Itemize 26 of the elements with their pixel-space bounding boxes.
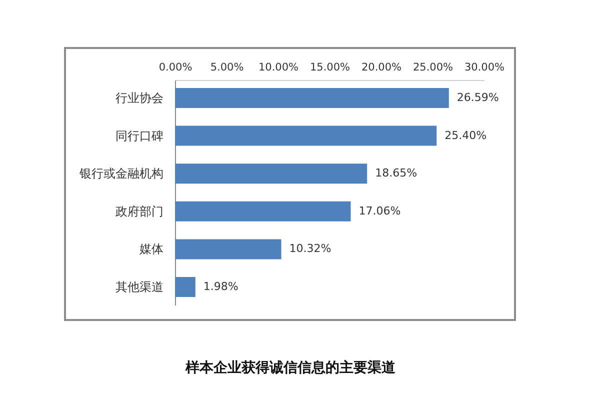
bar (175, 277, 196, 298)
y-tick-label: 银行或金融机构 (78, 166, 164, 181)
bar (175, 201, 351, 222)
text: 样本企业获得诚信信息的主要渠道 (184, 359, 396, 376)
data-label: 26.59% (456, 90, 499, 104)
x-tick-label: 30.00% (464, 62, 505, 74)
x-tick-label: 20.00% (361, 62, 402, 74)
data-label: 17.06% (358, 204, 401, 218)
bar (175, 239, 282, 260)
y-tick-label: 同行口碑 (116, 128, 164, 143)
data-label: 25.40% (444, 128, 487, 142)
x-tick-label: 10.00% (258, 62, 299, 74)
y-tick-label: 政府部门 (116, 204, 164, 218)
x-tick-label: 15.00% (310, 62, 350, 74)
x-tick-label: 25.00% (412, 62, 454, 74)
data-label: 1.98% (203, 280, 238, 294)
y-tick-label: 媒体 (140, 242, 164, 256)
data-label: 18.65% (375, 166, 418, 180)
y-tick-label: 其他渠道 (116, 280, 164, 294)
data-label: 10.32% (289, 242, 332, 256)
bar (175, 126, 437, 146)
y-tick-label: 行业协会 (116, 90, 164, 105)
x-tick-label: 0.00% (158, 62, 192, 74)
bar (175, 164, 368, 184)
x-tick-label: 5.00% (210, 62, 244, 74)
bar (175, 88, 449, 108)
